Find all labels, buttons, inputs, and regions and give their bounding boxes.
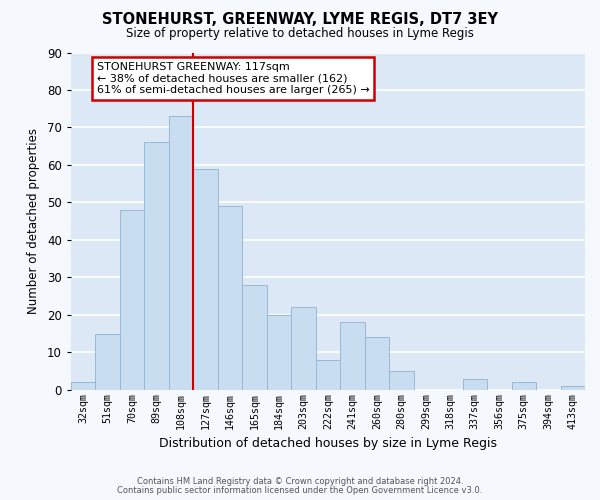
Bar (463, 378, 487, 390)
Bar (365, 338, 389, 390)
Text: Contains public sector information licensed under the Open Government Licence v3: Contains public sector information licen… (118, 486, 482, 495)
Text: STONEHURST GREENWAY: 117sqm
← 38% of detached houses are smaller (162)
61% of se: STONEHURST GREENWAY: 117sqm ← 38% of det… (97, 62, 370, 95)
Bar (291, 308, 316, 390)
Bar (389, 371, 413, 390)
Text: Contains HM Land Registry data © Crown copyright and database right 2024.: Contains HM Land Registry data © Crown c… (137, 477, 463, 486)
Bar (144, 142, 169, 390)
Bar (267, 315, 291, 390)
Bar (120, 210, 144, 390)
Bar (316, 360, 340, 390)
Bar (169, 116, 193, 390)
Bar (560, 386, 585, 390)
Bar (218, 206, 242, 390)
Y-axis label: Number of detached properties: Number of detached properties (27, 128, 40, 314)
Bar (242, 285, 267, 390)
Bar (512, 382, 536, 390)
Bar (95, 334, 120, 390)
Bar (193, 168, 218, 390)
Bar (71, 382, 95, 390)
Bar (340, 322, 365, 390)
Text: STONEHURST, GREENWAY, LYME REGIS, DT7 3EY: STONEHURST, GREENWAY, LYME REGIS, DT7 3E… (102, 12, 498, 28)
Text: Size of property relative to detached houses in Lyme Regis: Size of property relative to detached ho… (126, 28, 474, 40)
X-axis label: Distribution of detached houses by size in Lyme Regis: Distribution of detached houses by size … (159, 437, 497, 450)
